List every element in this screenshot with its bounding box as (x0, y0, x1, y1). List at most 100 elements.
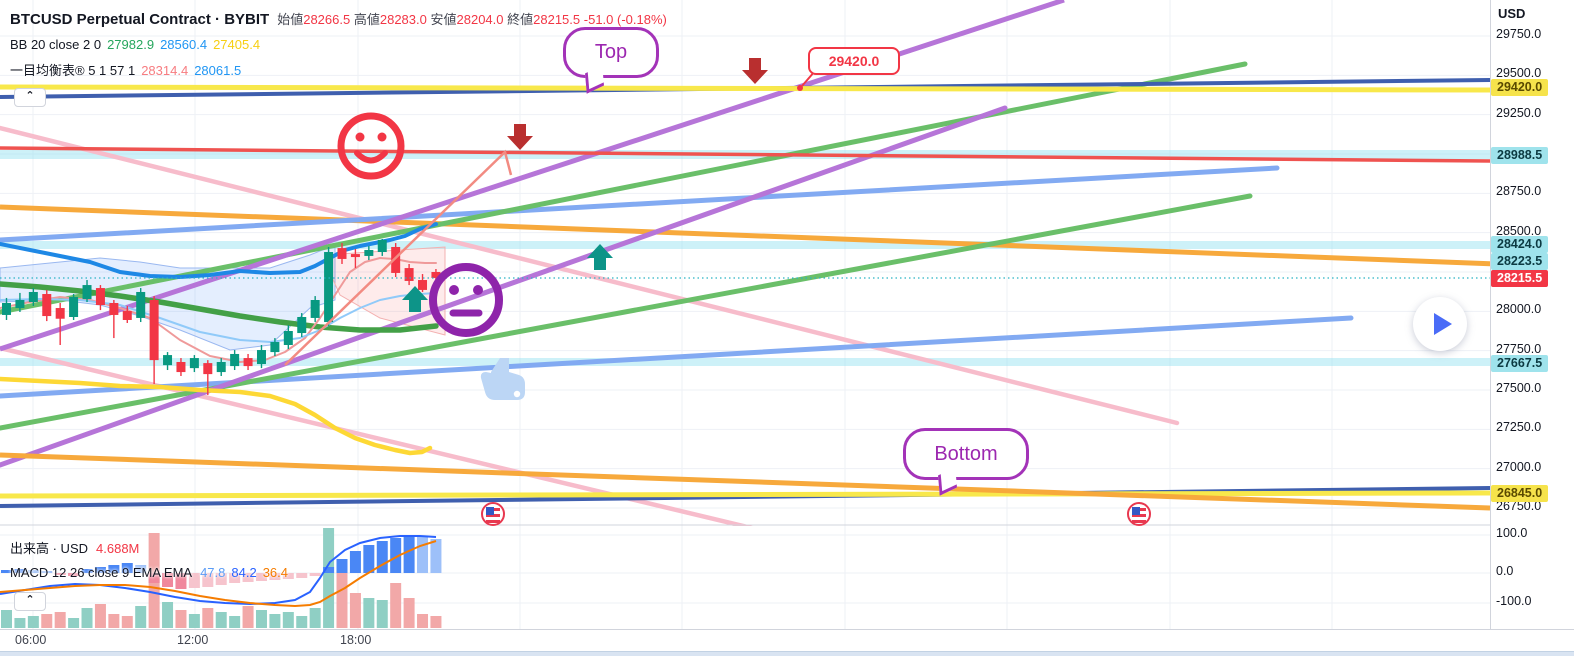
candle (391, 243, 401, 278)
symbol-legend[interactable]: BTCUSD Perpetual Contract · BYBIT 始値28266… (10, 9, 667, 28)
time-axis[interactable] (0, 629, 1574, 652)
price-axis-tick: 26750.0 (1496, 499, 1542, 513)
trend-lines[interactable] (0, 0, 1574, 536)
price-axis-tick: 28000.0 (1496, 302, 1542, 316)
candle (324, 246, 334, 326)
macd-signal-value: 36.4 (262, 565, 289, 580)
price-axis-tick: 29750.0 (1496, 27, 1542, 41)
green-channel-upper[interactable] (0, 61, 1248, 315)
indicator-pane (0, 528, 442, 628)
blue-channel-upper[interactable] (0, 165, 1280, 243)
candle (337, 243, 347, 264)
red-resistance-28988[interactable] (0, 146, 1490, 163)
bottom-label-bubble[interactable]: Bottom (903, 428, 1029, 480)
candle (42, 289, 52, 322)
bb-upper-value: 28560.4 (160, 37, 208, 52)
candle (216, 358, 226, 376)
price-axis-tick: 100.0 (1496, 526, 1528, 540)
macd-line-value: 84.2 (231, 565, 257, 580)
candle (270, 338, 280, 357)
up-arrow-marker[interactable] (587, 244, 613, 270)
candle (350, 249, 360, 269)
candle (283, 325, 293, 350)
candles (2, 238, 441, 396)
pink-descending-1[interactable] (0, 125, 1180, 426)
price-axis-tick: 29500.0 (1496, 66, 1542, 80)
price-axis-highlight-label: 29420.0 (1491, 79, 1549, 96)
price-callout-29420[interactable]: 29420.0 (808, 47, 900, 75)
ichimoku-v2: 28061.5 (194, 63, 242, 78)
price-axis-tick: 28500.0 (1496, 224, 1542, 238)
down-arrow-marker[interactable] (507, 124, 533, 150)
ohlc-values: 始値28266.5 高値28283.0 安値28204.0 終値28215.5 … (277, 12, 667, 27)
price-axis-tick: 27250.0 (1496, 420, 1542, 434)
violet-ascending-low[interactable] (0, 105, 1008, 468)
macd-histogram (1, 536, 442, 589)
candle (377, 238, 387, 256)
candle (243, 353, 253, 371)
bb-basis-value: 27982.9 (107, 37, 155, 52)
candle (297, 313, 307, 337)
macd-legend[interactable]: MACD 12 26 close 9 EMA EMA 47.8 84.2 36.4 (10, 565, 289, 580)
price-axis-highlight-label: 28424.0 (1491, 236, 1549, 253)
price-axis-tick: -100.0 (1496, 594, 1532, 608)
gridlines (0, 0, 1490, 629)
price-axis-highlight-label: 28223.5 (1491, 253, 1549, 270)
candle (122, 305, 132, 323)
price-axis-highlight-label: 26845.0 (1491, 485, 1549, 502)
drawing-annotations[interactable] (337, 58, 768, 337)
us-flag-event-icon[interactable] (481, 502, 505, 526)
candle (15, 292, 25, 312)
bb-indicator-legend[interactable]: BB 20 close 2 0 27982.9 28560.4 27405.4 (10, 37, 261, 52)
violet-ascending-top[interactable] (0, 0, 1065, 352)
bb-basis-green (0, 281, 439, 333)
time-axis-tick: 12:00 (177, 633, 209, 647)
candle (82, 280, 92, 303)
candle (404, 263, 414, 286)
candle (28, 288, 38, 306)
macd-signal-line (0, 540, 437, 608)
price-axis[interactable] (1490, 0, 1574, 629)
pink-descending-2[interactable] (0, 345, 785, 536)
candle (230, 350, 240, 371)
price-axis-highlight-label: 28988.5 (1491, 147, 1549, 164)
up-arrow-marker[interactable] (402, 286, 428, 312)
bb-lower-value: 27405.4 (213, 37, 261, 52)
candle (55, 302, 65, 346)
candle (149, 296, 159, 385)
volume-value: 4.688M (96, 541, 140, 556)
candle (163, 352, 173, 371)
replay-play-button[interactable] (1413, 297, 1467, 351)
candle (418, 274, 428, 292)
down-arrow-marker[interactable] (742, 58, 768, 84)
collapse-indicator-pane-button[interactable]: ⌃ (14, 592, 46, 611)
orange-mid-descending[interactable] (0, 204, 1574, 267)
price-axis-tick: 27500.0 (1496, 381, 1542, 395)
orange-bottom[interactable] (0, 452, 1490, 511)
us-flag-event-icon[interactable] (1127, 502, 1151, 526)
price-axis-tick: 29250.0 (1496, 106, 1542, 120)
main-price-pane (0, 0, 1574, 536)
ichimoku-indicator-legend[interactable]: 一目均衡表® 5 1 57 1 28314.4 28061.5 (10, 63, 242, 78)
yellow-bottom-26845[interactable] (0, 490, 1490, 499)
top-label-bubble[interactable]: Top (563, 27, 659, 78)
ichimoku-v1: 28314.4 (141, 63, 189, 78)
collapse-main-pane-button[interactable]: ⌃ (14, 88, 46, 107)
yellow-top-29420[interactable] (0, 84, 1490, 93)
price-axis-highlight-label: 27667.5 (1491, 355, 1549, 372)
neutral-smiley-drawing[interactable] (429, 263, 503, 337)
happy-smiley-drawing[interactable] (337, 112, 405, 180)
candle (2, 297, 11, 320)
hand-click-cursor-icon (480, 358, 525, 400)
time-axis-tick: 06:00 (15, 633, 47, 647)
callout-anchor-dot (797, 85, 803, 91)
candle (256, 345, 266, 369)
volume-legend[interactable]: 出来高 · USD 4.688M (10, 541, 140, 556)
time-axis-tick: 18:00 (340, 633, 372, 647)
price-axis-tick: 0.0 (1496, 564, 1514, 578)
candle (69, 294, 79, 320)
level-lines[interactable] (0, 78, 1490, 511)
salmon-impulse-line[interactable] (284, 149, 513, 366)
